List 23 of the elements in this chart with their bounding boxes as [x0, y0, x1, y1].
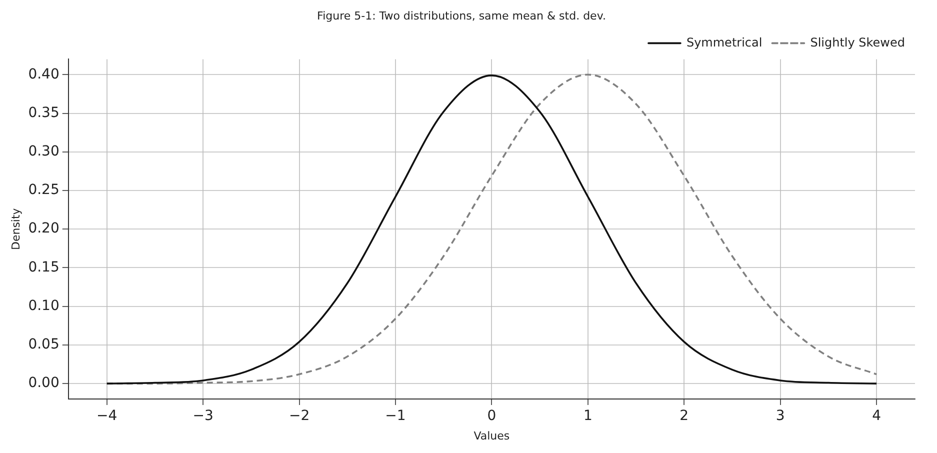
x-tick-label: −3: [192, 408, 214, 424]
x-tick-label: 2: [680, 408, 689, 424]
y-tick-label: 0.15: [28, 259, 60, 276]
x-tick-label: 3: [776, 408, 785, 424]
x-axis-title: Values: [474, 429, 510, 442]
x-tick-label: −4: [96, 408, 118, 424]
x-tick-label: −1: [385, 408, 406, 424]
legend-label: Symmetrical: [686, 35, 762, 50]
y-tick-label: 0.20: [28, 220, 60, 237]
chart-title: Figure 5-1: Two distributions, same mean & std. dev.: [317, 9, 606, 22]
x-tick-label: 0: [487, 408, 496, 424]
y-tick-label: 0.25: [28, 182, 60, 198]
y-axis-title: Density: [9, 208, 22, 250]
y-tick-label: 0.00: [28, 375, 60, 392]
x-tick-label: 1: [583, 408, 592, 424]
legend-label: Slightly Skewed: [810, 35, 906, 50]
x-tick-label: 4: [872, 408, 882, 424]
y-tick-label: 0.40: [28, 66, 60, 82]
y-tick-label: 0.05: [28, 336, 60, 353]
x-tick-label: −2: [288, 408, 310, 424]
y-tick-label: 0.30: [28, 144, 60, 160]
y-tick-label: 0.10: [28, 298, 60, 314]
y-tick-label: 0.35: [28, 104, 60, 121]
